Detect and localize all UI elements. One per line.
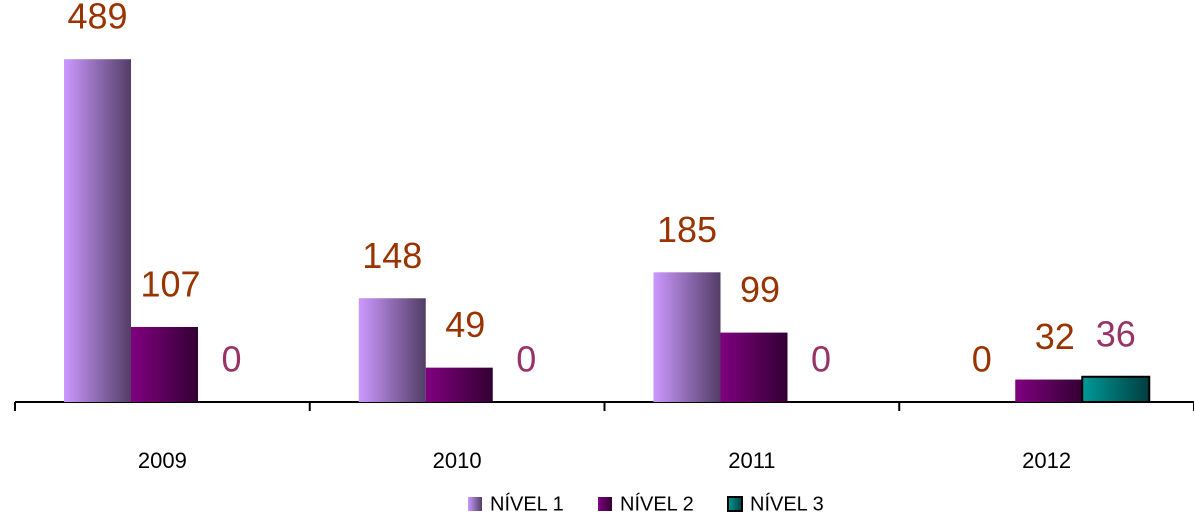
data-label: 49 bbox=[445, 304, 485, 345]
bar bbox=[1081, 375, 1151, 404]
bar bbox=[653, 272, 721, 402]
data-label: 32 bbox=[1035, 316, 1075, 357]
legend-label: NÍVEL 3 bbox=[750, 492, 824, 515]
data-label: 0 bbox=[516, 339, 536, 380]
data-label: 489 bbox=[67, 0, 127, 37]
data-label: 107 bbox=[140, 264, 200, 305]
bar bbox=[131, 326, 198, 402]
legend-label: NÍVEL 1 bbox=[490, 492, 564, 515]
data-label: 148 bbox=[362, 235, 422, 276]
legend-swatch bbox=[468, 497, 482, 511]
data-label: 185 bbox=[657, 209, 717, 250]
legend-swatch bbox=[598, 497, 612, 511]
data-label: 0 bbox=[972, 339, 992, 380]
bar bbox=[358, 298, 426, 402]
data-label: 0 bbox=[221, 339, 241, 380]
bar bbox=[64, 59, 131, 402]
x-tick-label: 2010 bbox=[433, 448, 482, 473]
data-label: 0 bbox=[811, 339, 831, 380]
data-label: 36 bbox=[1096, 313, 1136, 354]
x-tick-label: 2012 bbox=[1022, 448, 1071, 473]
bar bbox=[1015, 379, 1083, 402]
bar bbox=[425, 367, 493, 402]
data-label: 99 bbox=[740, 269, 780, 310]
x-tick-label: 2009 bbox=[138, 448, 187, 473]
legend-swatch bbox=[727, 496, 743, 512]
legend-label: NÍVEL 2 bbox=[620, 492, 694, 515]
x-tick-label: 2011 bbox=[728, 448, 775, 473]
bar bbox=[720, 332, 788, 402]
